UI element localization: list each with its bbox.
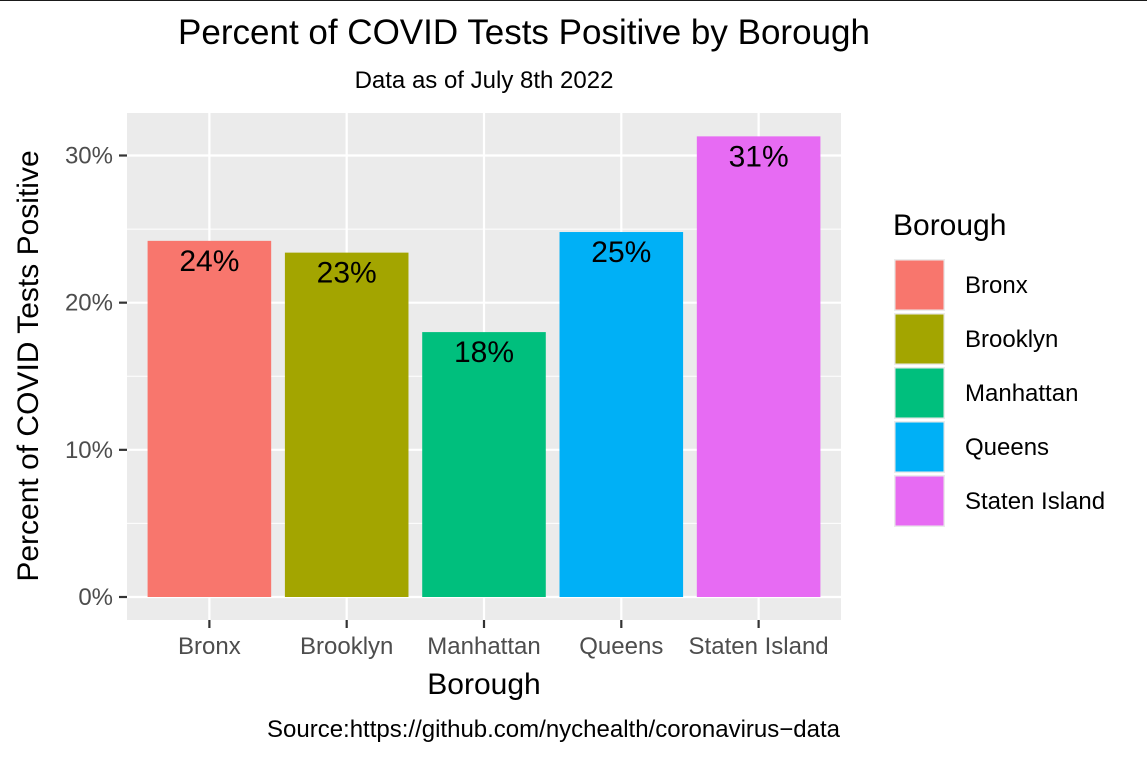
data-label: 24% xyxy=(179,245,239,278)
y-axis: 0% 10% 20% 30% xyxy=(65,143,127,611)
data-label: 25% xyxy=(591,236,651,269)
y-tick-label: 30% xyxy=(65,143,113,170)
bar-queens xyxy=(559,232,684,597)
legend-label: Bronx xyxy=(965,272,1028,299)
data-label: 23% xyxy=(317,257,377,290)
legend-label: Queens xyxy=(965,434,1049,461)
y-tick-label: 10% xyxy=(65,437,113,464)
x-axis: Bronx Brooklyn Manhattan Queens Staten Islan… xyxy=(178,620,829,660)
x-tick-label: Staten Island xyxy=(689,633,829,660)
chart-title: Percent of COVID Tests Positive by Borou… xyxy=(178,13,870,52)
y-tick-label: 20% xyxy=(65,290,113,317)
legend-swatch xyxy=(895,422,944,472)
data-label: 31% xyxy=(729,140,789,173)
legend: Borough Bronx Brooklyn Manhattan Queens Stat… xyxy=(893,209,1105,527)
bars xyxy=(147,136,821,597)
legend-swatch xyxy=(895,368,944,418)
y-tick-label: 0% xyxy=(78,584,113,611)
legend-label: Manhattan xyxy=(965,380,1078,407)
x-tick-label: Manhattan xyxy=(427,633,540,660)
legend-title: Borough xyxy=(893,209,1006,242)
legend-label: Brooklyn xyxy=(965,326,1058,353)
x-axis-title: Borough xyxy=(427,668,540,701)
bar-bronx xyxy=(147,240,272,597)
chart-subtitle: Data as of July 8th 2022 xyxy=(355,67,614,94)
legend-entries: Bronx Brooklyn Manhattan Queens Staten Islan… xyxy=(894,259,1105,527)
legend-label: Staten Island xyxy=(965,488,1105,515)
data-label: 18% xyxy=(454,336,514,369)
x-tick-label: Bronx xyxy=(178,633,241,660)
legend-swatch xyxy=(895,476,944,526)
x-tick-label: Queens xyxy=(579,633,663,660)
legend-swatch xyxy=(895,314,944,364)
bar-staten-island xyxy=(696,136,821,597)
data-labels: 24% 23% 18% 25% 31% xyxy=(179,140,788,369)
bar-brooklyn xyxy=(284,252,409,597)
x-tick-label: Brooklyn xyxy=(300,633,393,660)
legend-swatch xyxy=(895,260,944,310)
bar-manhattan xyxy=(422,332,546,597)
y-axis-title: Percent of COVID Tests Positive xyxy=(12,150,45,581)
source-caption: Source:https://github.com/nychealth/coro… xyxy=(267,716,841,743)
